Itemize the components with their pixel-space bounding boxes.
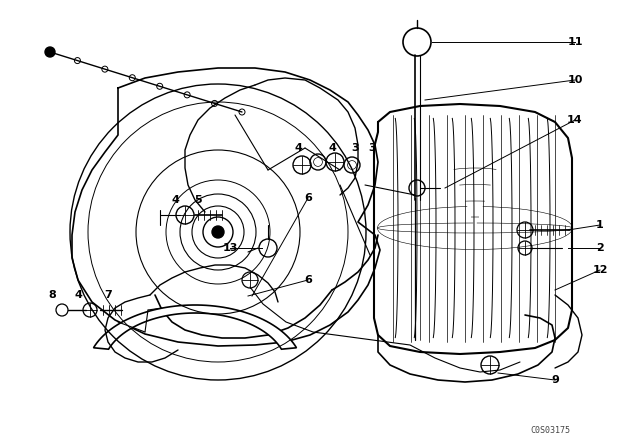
Text: 13: 13 [222,243,237,253]
Circle shape [45,47,55,57]
Text: 4: 4 [74,290,82,300]
Text: 5: 5 [194,195,202,205]
Polygon shape [93,305,296,349]
Text: 11: 11 [567,37,583,47]
Text: 3: 3 [368,143,376,153]
Text: 2: 2 [596,243,604,253]
Text: 4: 4 [328,143,336,153]
Text: 12: 12 [592,265,608,275]
Text: 4: 4 [294,143,302,153]
Text: 10: 10 [567,75,582,85]
Text: C0S03175: C0S03175 [530,426,570,435]
Circle shape [212,226,224,238]
Text: 9: 9 [551,375,559,385]
Text: 4: 4 [171,195,179,205]
Text: 3: 3 [351,143,359,153]
Text: 1: 1 [596,220,604,230]
Text: 6: 6 [304,193,312,203]
Text: 7: 7 [104,290,112,300]
Text: 6: 6 [304,275,312,285]
Text: 8: 8 [48,290,56,300]
Text: 14: 14 [567,115,583,125]
